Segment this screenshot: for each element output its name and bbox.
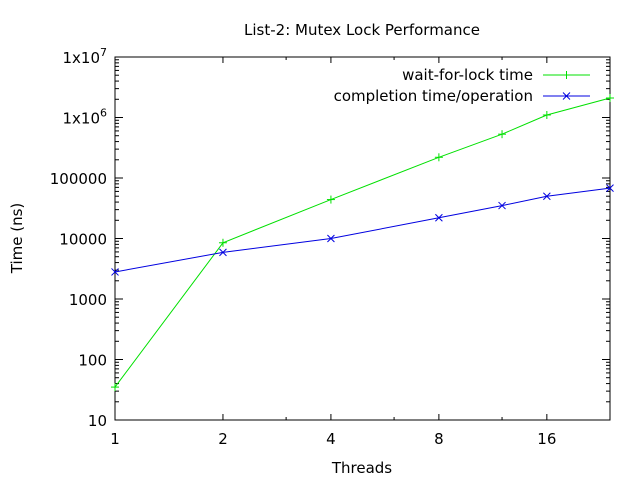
data-point	[434, 153, 443, 162]
x-tick-label: 8	[434, 430, 444, 448]
legend: wait-for-lock time completion time/operat…	[334, 66, 590, 105]
data-point	[218, 238, 227, 247]
x-tick-label: 16	[537, 430, 556, 448]
legend-marker	[562, 71, 571, 79]
y-tick-label: 10	[88, 412, 107, 430]
series-line	[114, 97, 611, 388]
y-tick-label: 10000	[59, 231, 107, 249]
legend-label: completion time/operation	[334, 87, 533, 105]
x-axis: 1 2 4 8 16	[110, 57, 556, 448]
data-point	[435, 213, 443, 222]
legend-marker	[562, 92, 571, 100]
series-line	[114, 187, 611, 273]
data-point	[327, 234, 335, 243]
legend-label: wait-for-lock time	[402, 66, 533, 84]
x-tick-label: 4	[326, 430, 336, 448]
data-point	[606, 94, 614, 103]
data-point	[111, 383, 119, 392]
y-tick-label: 100	[78, 352, 107, 370]
x-axis-label: Threads	[331, 459, 392, 477]
series-layer	[111, 94, 614, 392]
y-tick-label: 1000	[69, 291, 107, 309]
data-point	[111, 268, 119, 276]
data-point	[326, 195, 335, 204]
y-axis: 10 100 1000 10000 100000 1x106 1x107	[50, 46, 610, 430]
y-tick-label: 1x107	[62, 46, 107, 67]
data-point	[498, 130, 507, 139]
data-point	[542, 110, 551, 119]
data-point	[219, 248, 227, 257]
data-point	[498, 201, 506, 210]
data-point	[542, 192, 551, 201]
y-tick-label: 100000	[50, 170, 107, 188]
series-1	[111, 184, 614, 276]
chart-title: List-2: Mutex Lock Performance	[244, 21, 480, 39]
x-tick-label: 2	[218, 430, 228, 448]
y-axis-label: Time (ns)	[8, 203, 26, 275]
plot-border	[114, 56, 611, 421]
series-0	[111, 94, 614, 392]
y-tick-label: 1x106	[62, 107, 107, 128]
plot-area	[114, 56, 611, 421]
x-tick-label: 1	[110, 430, 120, 448]
data-point	[606, 184, 614, 192]
